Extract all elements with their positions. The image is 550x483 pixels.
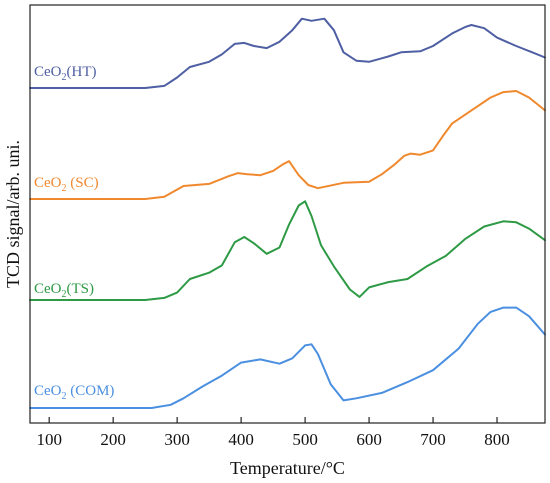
series-line-1 xyxy=(29,90,546,200)
x-tick-label: 300 xyxy=(164,430,190,449)
series-label-1: CeO2 (SC) xyxy=(34,175,99,194)
x-tick-label: 100 xyxy=(36,430,62,449)
series-label-main: CeO xyxy=(34,281,62,297)
series-line-3 xyxy=(29,306,546,409)
series-label-2: CeO2(TS) xyxy=(34,281,94,300)
series-label-tail: (TS) xyxy=(67,281,95,297)
x-tick-label: 800 xyxy=(484,430,510,449)
x-tick-label: 700 xyxy=(420,430,446,449)
series-label-tail: (HT) xyxy=(67,64,97,80)
series-label-main: CeO xyxy=(34,175,62,191)
y-axis-label: TCD signal/arb. uni. xyxy=(3,140,23,288)
x-axis-label: Temperature/°C xyxy=(230,458,345,478)
series-label-0: CeO2(HT) xyxy=(34,64,97,83)
plot-frame xyxy=(29,4,546,424)
series-labels-group: CeO2(HT)CeO2 (SC)CeO2(TS)CeO2 (COM) xyxy=(34,64,114,402)
series-label-subscript: 2 xyxy=(62,391,67,402)
x-ticks-group: 100 200 300 400 500 600 700 800 xyxy=(36,417,510,449)
series-label-tail: (SC) xyxy=(67,175,99,191)
series-label-subscript: 2 xyxy=(62,72,67,83)
x-tick-label: 600 xyxy=(356,430,382,449)
series-label-main: CeO xyxy=(34,64,62,80)
x-tick-label: 400 xyxy=(228,430,254,449)
series-label-tail: (COM) xyxy=(67,383,115,399)
series-label-main: CeO xyxy=(34,383,62,399)
series-line-2 xyxy=(29,200,546,301)
series-label-subscript: 2 xyxy=(62,183,67,194)
x-tick-label: 500 xyxy=(292,430,318,449)
x-tick-label: 200 xyxy=(100,430,126,449)
curves-group xyxy=(29,17,546,409)
series-label-3: CeO2 (COM) xyxy=(34,383,114,402)
series-line-0 xyxy=(29,17,546,89)
series-label-subscript: 2 xyxy=(62,289,67,300)
